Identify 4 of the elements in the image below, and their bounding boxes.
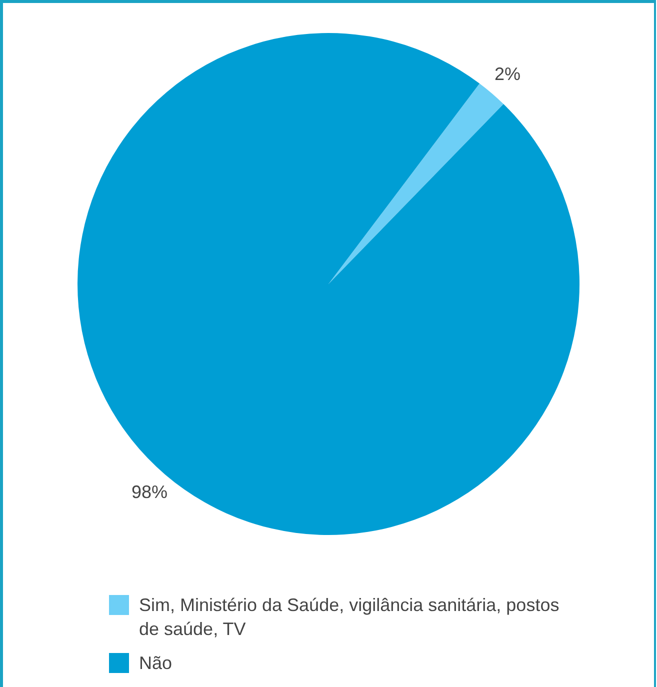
data-label: 2% <box>494 64 520 84</box>
data-label: 98% <box>132 482 168 502</box>
legend-label: Sim, Ministério da Saúde, vigilância sanitária, postos de saúde, TV <box>139 594 560 641</box>
legend-label: Não <box>139 652 172 675</box>
